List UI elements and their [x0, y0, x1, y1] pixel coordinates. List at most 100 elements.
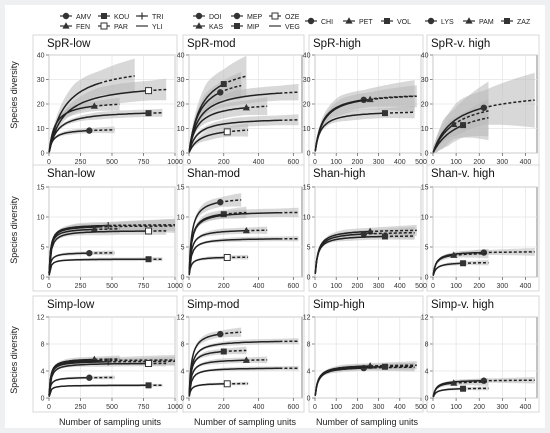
x-tick-label: 600	[287, 283, 299, 290]
panel-spr-low-title: SpR-low	[47, 38, 91, 50]
band-mep	[189, 114, 299, 153]
x-tick-label: 300	[496, 404, 508, 411]
curve-extrapolated-pam	[453, 381, 489, 384]
curve-yli	[48, 82, 100, 153]
curve-vol	[314, 112, 386, 152]
x-tick-label: 0	[47, 404, 51, 411]
legend-marker-oze	[271, 12, 279, 20]
point-par	[145, 87, 153, 95]
curve-lys	[432, 379, 484, 397]
point-pet	[366, 227, 374, 235]
legend-marker-zaz	[504, 18, 510, 24]
curve-mep	[188, 367, 280, 396]
x-tick-label: 400	[520, 404, 532, 411]
panel-simp-v-high-plot-area	[432, 316, 538, 399]
y-tick-label: 30	[303, 77, 311, 84]
curve-kou	[48, 384, 149, 398]
y-tick-label: 10	[177, 215, 185, 222]
panel-shan-mod: Shan-mod 0 5 10 15 0 200 400 600	[177, 164, 305, 292]
point-vol	[381, 363, 388, 370]
legend-marker-chi	[307, 17, 315, 25]
figure: Species diversity Species diversity Spec…	[5, 5, 545, 428]
y-tick-label: 20	[177, 102, 185, 109]
curve-extrapolated-mip	[223, 211, 247, 215]
x-tick-label: 300	[373, 159, 385, 166]
curve-zaz	[432, 124, 464, 153]
panel-shan-v-high-title: Shan-v. high	[431, 168, 495, 180]
y-axis-label-row-2: Species diversity	[9, 196, 19, 264]
point-mip	[220, 81, 227, 88]
panel-simp-low: Simp-low 0 4 8 12 0 250 500 750 1000	[32, 295, 183, 413]
point-pam	[450, 379, 458, 386]
legend-item-oze: OZE	[269, 12, 300, 21]
point-kou	[145, 110, 152, 117]
curve-extrapolated-chi	[363, 366, 415, 369]
legend-item-doi: DOI	[193, 12, 222, 21]
panel-spr-v-high-title: SpR-v. high	[431, 38, 490, 50]
curve-veg	[188, 340, 280, 395]
panel-shan-mod-title: Shan-mod	[187, 168, 240, 180]
y-tick-label: 10	[421, 215, 429, 222]
legend-item-zaz: ZAZ	[501, 18, 531, 26]
y-tick-label: 15	[177, 185, 185, 192]
point-vol	[381, 110, 388, 117]
x-tick-label: 200	[473, 283, 485, 290]
curve-zaz	[432, 387, 464, 398]
x-tick-label: 200	[352, 159, 364, 166]
x-tick-label: 500	[415, 283, 427, 290]
x-tick-label: 1000	[167, 159, 183, 166]
band-veg	[189, 83, 299, 153]
y-tick-label: 40	[37, 53, 45, 60]
y-tick-label: 12	[421, 315, 429, 322]
point-par	[145, 227, 153, 235]
curve-extrapolated-fen	[94, 228, 120, 231]
curve-extrapolated-doi	[220, 199, 242, 203]
panel-simp-mod-title: Simp-mod	[187, 299, 239, 311]
curve-extrapolated-pam	[453, 252, 489, 257]
y-axis-label-row-1: Species diversity	[9, 61, 19, 129]
y-tick-label: 0	[425, 151, 429, 158]
x-tick-label: 500	[106, 159, 118, 166]
curve-extrapolated-pam	[453, 110, 489, 126]
point-doi	[217, 89, 224, 96]
legend-label-kou: KOU	[114, 14, 129, 21]
x-tick-label: 0	[431, 404, 435, 411]
legend-item-veg: VEG	[269, 24, 300, 31]
band-doi	[189, 193, 242, 274]
legend-label-oze: OZE	[285, 14, 300, 21]
legend-label-yli: YLI	[152, 24, 163, 31]
band-doi	[189, 327, 242, 395]
curve-par	[48, 230, 149, 274]
y-tick-label: 10	[421, 126, 429, 133]
y-tick-label: 12	[177, 315, 185, 322]
y-tick-label: 4	[425, 369, 429, 376]
curve-tri	[48, 224, 109, 273]
point-zaz	[460, 260, 467, 267]
curve-extrapolated-kas	[246, 229, 268, 232]
legend-item-pet: PET	[343, 17, 373, 26]
x-tick-label: 250	[75, 404, 87, 411]
x-tick-label: 400	[520, 283, 532, 290]
x-tick-label: 0	[47, 283, 51, 290]
panel-simp-high-plot-area	[314, 316, 422, 399]
legend-item-mip: MIP	[231, 23, 260, 31]
y-tick-label: 0	[307, 396, 311, 403]
x-tick-label: 400	[394, 404, 406, 411]
legend-label-kas: KAS	[209, 24, 223, 31]
curve-par	[48, 89, 149, 153]
y-tick-label: 40	[421, 53, 429, 60]
point-amv	[86, 127, 93, 134]
x-tick-label: 1000	[167, 283, 183, 290]
y-tick-label: 8	[41, 342, 45, 349]
legend-item-kas: KAS	[193, 22, 223, 31]
curve-amv	[48, 252, 90, 275]
y-tick-label: 10	[177, 126, 185, 133]
band-vol	[315, 232, 415, 275]
panel-simp-mod: Simp-mod 0 4 8 12 0 200 400 600	[177, 295, 305, 413]
point-kou	[145, 382, 152, 389]
curve-pet	[314, 98, 371, 152]
point-amv	[86, 249, 93, 257]
